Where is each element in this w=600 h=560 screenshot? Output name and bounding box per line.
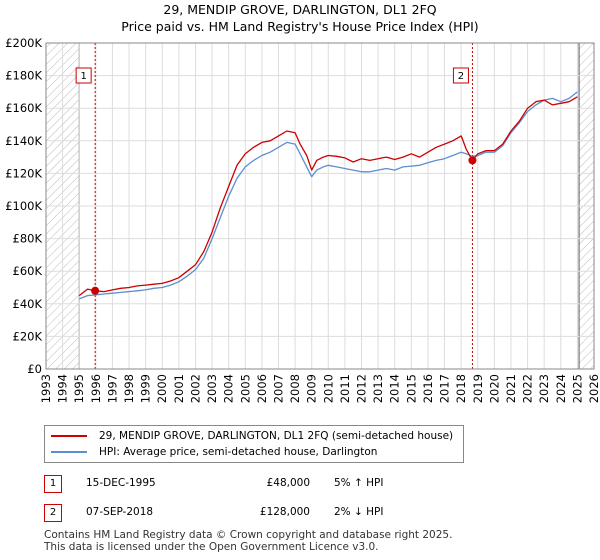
legend-item-hpi: HPI: Average price, semi-detached house,… <box>51 444 377 460</box>
x-tick-label: 1993 <box>39 374 53 403</box>
x-tick-label: 1996 <box>89 374 103 403</box>
legend-item-property: 29, MENDIP GROVE, DARLINGTON, DL1 2FQ (s… <box>51 428 453 444</box>
x-tick-label: 2000 <box>155 374 169 403</box>
footer-licence: This data is licensed under the Open Gov… <box>44 541 379 553</box>
x-tick-label: 2025 <box>570 374 584 403</box>
sale-label-text: 1 <box>80 71 86 82</box>
transaction-price: £48,000 <box>266 477 310 489</box>
x-tick-label: 2014 <box>388 374 402 403</box>
x-tick-label: 2016 <box>421 374 435 403</box>
y-tick-label: £160K <box>5 101 42 115</box>
x-tick-label: 2002 <box>188 374 202 403</box>
legend: 29, MENDIP GROVE, DARLINGTON, DL1 2FQ (s… <box>44 425 464 463</box>
transaction-row: 2 07-SEP-2018 £128,000 2% ↓ HPI <box>44 504 464 522</box>
plot-frame <box>45 42 595 370</box>
x-tick-label: 2022 <box>521 374 535 403</box>
x-tick-label: 2001 <box>172 374 186 403</box>
transaction-date: 07-SEP-2018 <box>86 506 154 518</box>
y-tick-label: £180K <box>5 69 42 83</box>
property-price-line <box>78 96 578 297</box>
x-tick-label: 2005 <box>238 374 252 403</box>
sale-point <box>468 156 477 165</box>
x-tick-label: 2007 <box>271 374 285 403</box>
x-tick-label: 1998 <box>122 374 136 403</box>
legend-label-hpi: HPI: Average price, semi-detached house,… <box>99 446 378 458</box>
y-tick-label: £20K <box>13 329 43 343</box>
x-tick-label: 2015 <box>404 374 418 403</box>
transaction-row: 1 15-DEC-1995 £48,000 5% ↑ HPI <box>44 475 464 493</box>
y-tick-label: £0 <box>27 362 42 376</box>
x-tick-label: 2012 <box>355 374 369 403</box>
sale-label-text: 2 <box>458 71 464 82</box>
x-tick-label: 2003 <box>205 374 219 403</box>
x-tick-label: 2013 <box>371 374 385 403</box>
y-tick-label: £80K <box>13 232 43 246</box>
y-tick-label: £140K <box>5 134 42 148</box>
sale-point <box>91 286 100 295</box>
transaction-price: £128,000 <box>259 506 310 518</box>
x-tick-label: 2017 <box>438 374 452 403</box>
hpi-line <box>78 91 578 300</box>
x-tick-label: 2023 <box>537 374 551 403</box>
x-tick-label: 2006 <box>255 374 269 403</box>
transaction-badge: 1 <box>44 475 62 493</box>
x-tick-label: 2020 <box>487 374 501 403</box>
transaction-date: 15-DEC-1995 <box>86 477 156 489</box>
transaction-hpi-diff: 2% ↓ HPI <box>334 506 384 518</box>
x-tick-label: 2010 <box>321 374 335 403</box>
y-tick-label: £100K <box>5 199 42 213</box>
legend-label-property: 29, MENDIP GROVE, DARLINGTON, DL1 2FQ (s… <box>99 430 454 442</box>
x-tick-label: 1995 <box>72 374 86 403</box>
legend-swatch-hpi <box>51 451 87 453</box>
x-tick-label: 1999 <box>139 374 153 403</box>
x-tick-label: 2018 <box>454 374 468 403</box>
y-tick-label: £120K <box>5 166 42 180</box>
x-tick-label: 2026 <box>587 374 600 403</box>
x-tick-label: 2021 <box>504 374 518 403</box>
sale-label-box <box>452 67 469 84</box>
x-tick-label: 2011 <box>338 374 352 403</box>
x-tick-label: 2019 <box>471 374 485 403</box>
sale-label-box <box>75 67 92 84</box>
chart-title: 29, MENDIP GROVE, DARLINGTON, DL1 2FQ <box>163 2 437 17</box>
footer-copyright: Contains HM Land Registry data © Crown c… <box>44 529 453 541</box>
transaction-badge: 2 <box>44 504 62 522</box>
x-tick-label: 2008 <box>288 374 302 403</box>
x-tick-label: 2009 <box>305 374 319 403</box>
chart-subtitle: Price paid vs. HM Land Registry's House … <box>121 19 479 34</box>
x-tick-label: 1997 <box>105 374 119 403</box>
legend-swatch-property <box>51 435 87 437</box>
footer: Contains HM Land Registry data © Crown c… <box>44 529 452 553</box>
y-tick-label: £60K <box>13 264 43 278</box>
y-tick-label: £200K <box>5 36 42 50</box>
x-tick-label: 2004 <box>222 374 236 403</box>
y-tick-label: £40K <box>13 297 43 311</box>
x-tick-label: 2024 <box>554 374 568 403</box>
transaction-hpi-diff: 5% ↑ HPI <box>334 477 384 489</box>
price-chart: 1 2 £0 £20K £40K £60K £80K £100K £120K £140K £160… <box>5 36 600 403</box>
x-tick-label: 1994 <box>56 374 70 403</box>
